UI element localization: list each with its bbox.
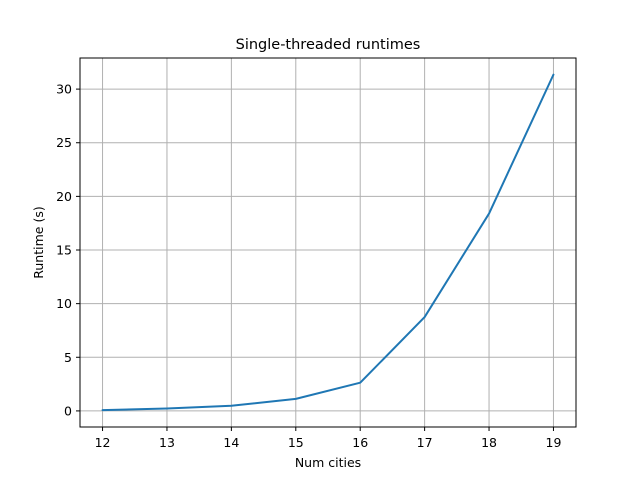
axis-ticks: 12 13 14 15 16 17 18 19 0 5 10 15 20 25 30 [56, 82, 561, 450]
grid-lines [80, 58, 576, 427]
plot-frame [79, 57, 577, 428]
x-tick-label: 19 [546, 435, 562, 450]
y-tick-label: 0 [64, 403, 72, 418]
y-axis-label: Runtime (s) [31, 206, 46, 278]
series-layer [101, 73, 555, 412]
x-tick-label: 16 [352, 435, 368, 450]
y-tick-label: 20 [56, 189, 72, 204]
x-tick-label: 13 [159, 435, 175, 450]
y-tick-label: 25 [56, 135, 72, 150]
x-tick-label: 12 [95, 435, 111, 450]
x-tick-label: 14 [223, 435, 239, 450]
x-axis-label: Num cities [295, 455, 361, 470]
y-tick-label: 10 [56, 296, 72, 311]
chart-title: Single-threaded runtimes [236, 37, 421, 53]
y-tick-label: 15 [56, 243, 72, 258]
y-tick-label: 5 [64, 350, 72, 365]
x-tick-label: 18 [481, 435, 497, 450]
x-tick-label: 17 [417, 435, 433, 450]
runtime-series-line [101, 73, 555, 412]
y-tick-label: 30 [56, 82, 72, 97]
x-tick-label: 15 [288, 435, 304, 450]
